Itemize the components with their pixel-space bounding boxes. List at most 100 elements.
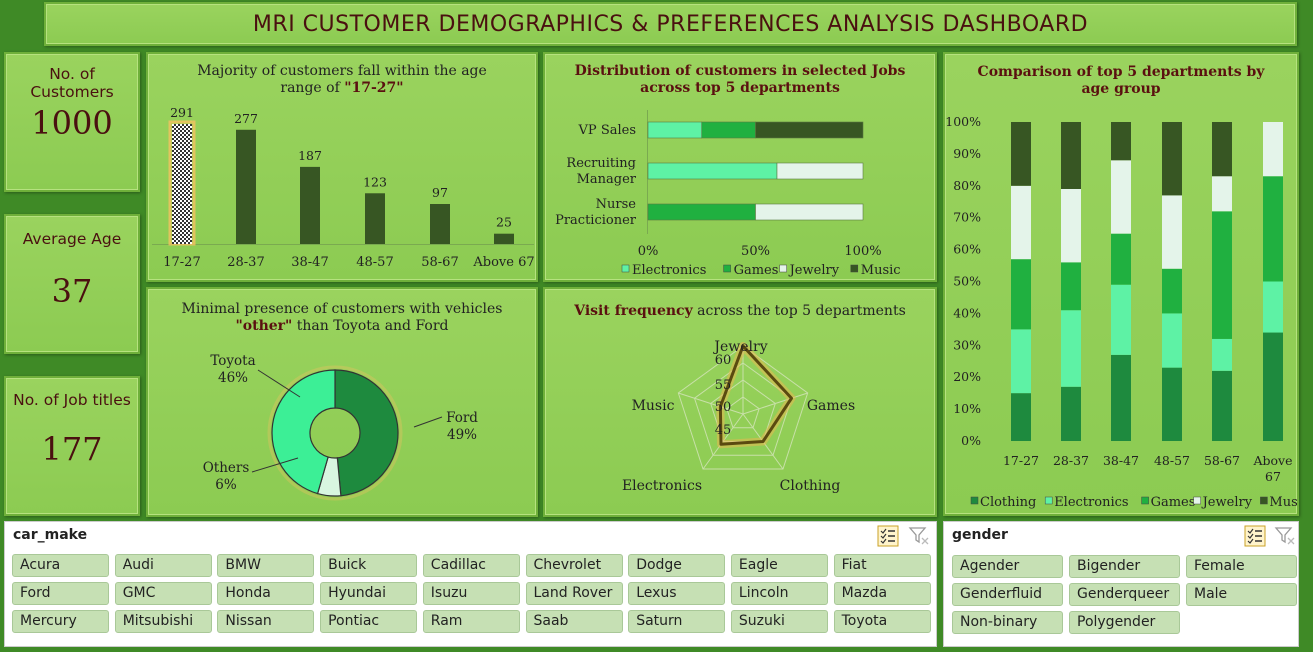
y-tick-label: 50% — [953, 274, 981, 289]
slicer-item[interactable]: Mercury — [12, 610, 109, 633]
data-label: 291 — [170, 105, 194, 120]
bar-segment — [755, 121, 864, 139]
bar-segment — [755, 203, 864, 221]
slicer-item[interactable]: Audi — [114, 554, 212, 577]
slicer-item[interactable]: Mitsubishi — [114, 610, 212, 633]
radar-category-label: Music — [632, 398, 675, 414]
leader-line — [413, 416, 443, 428]
legend-label: Jewelry — [1201, 495, 1253, 510]
slicer-item[interactable]: Chevrolet — [525, 554, 623, 577]
chart-title: Comparison of top 5 departments by age g… — [977, 64, 1265, 97]
radar-tick-label: 50 — [715, 400, 732, 415]
slicer-item[interactable]: Land Rover — [525, 582, 623, 605]
slicer-item[interactable]: Pontiac — [320, 610, 418, 633]
slice-name-label: Ford — [446, 410, 478, 426]
slicer-item[interactable]: Saturn — [628, 610, 726, 633]
bar-segment — [701, 121, 756, 139]
clear-filter-icon[interactable] — [1274, 525, 1296, 547]
visit-frequency-chart: Visit frequency across the top 5 departm… — [543, 287, 937, 517]
column-segment — [1212, 211, 1232, 339]
slicer-item[interactable]: Genderqueer — [1069, 583, 1180, 606]
slicer-item[interactable]: Acura — [12, 554, 109, 577]
legend-label: Games — [1151, 495, 1196, 510]
slicer-item[interactable]: Bigender — [1069, 555, 1180, 578]
slicer-item[interactable]: Dodge — [628, 554, 726, 577]
slicer-item[interactable]: Saab — [525, 610, 623, 633]
slicer-item[interactable]: Non-binary — [952, 611, 1063, 634]
slicer-item[interactable]: Cadillac — [422, 554, 520, 577]
multi-select-icon[interactable] — [877, 525, 899, 547]
data-label: 123 — [363, 174, 387, 189]
dashboard-title-bar: MRI CUSTOMER DEMOGRAPHICS & PREFERENCES … — [44, 2, 1297, 46]
y-tick-label: 80% — [953, 178, 981, 193]
multi-select-icon[interactable] — [1244, 525, 1266, 547]
radar-tick-label: 55 — [715, 378, 732, 393]
column-segment — [1011, 329, 1031, 394]
x-tick-label: 38-47 — [1103, 453, 1139, 468]
column-segment — [1011, 185, 1031, 260]
slicer-item[interactable]: Female — [1186, 555, 1297, 578]
slicer-item[interactable]: Lincoln — [730, 582, 828, 605]
y-tick-label: VP Sales — [578, 123, 636, 138]
x-tick-label: 58-67 — [421, 255, 458, 270]
radar-category-label: Jewelry — [712, 339, 767, 355]
bar-segment — [647, 162, 778, 180]
legend-label: Electronics — [1054, 495, 1128, 510]
kpi-card-average-age: Average Age 37 — [4, 214, 140, 354]
slicer-item[interactable]: Eagle — [730, 554, 828, 577]
x-tick-label: Above — [1252, 453, 1292, 468]
radar-spoke — [678, 392, 744, 415]
slicer-item[interactable]: GMC — [114, 582, 212, 605]
x-tick-label: 17-27 — [1003, 453, 1039, 468]
legend-label: Clothing — [980, 495, 1036, 510]
kpi-card-job-titles: No. of Job titles 177 — [4, 376, 140, 516]
radar-spoke — [742, 392, 808, 415]
slicer-item[interactable]: Ram — [422, 610, 520, 633]
column-segment — [1263, 122, 1283, 177]
radar-tick-label: 60 — [715, 353, 732, 368]
column-segment — [1162, 313, 1182, 368]
slicer-item[interactable]: Lexus — [628, 582, 726, 605]
bar — [365, 193, 385, 244]
y-tick-label: Nurse — [596, 197, 637, 212]
bar-segment — [647, 203, 756, 221]
kpi-value: 1000 — [31, 104, 113, 142]
column-segment — [1111, 233, 1131, 285]
radar-tick-label: 45 — [715, 423, 732, 438]
legend-swatch — [1260, 496, 1268, 505]
slicer-item[interactable]: Toyota — [833, 610, 931, 633]
column-segment — [1162, 195, 1182, 269]
slicer-item[interactable]: Agender — [952, 555, 1063, 578]
column-segment — [1111, 160, 1131, 234]
column-segment — [1011, 393, 1031, 441]
slicer-item[interactable]: Honda — [217, 582, 315, 605]
slicer-item[interactable]: Hyundai — [320, 582, 418, 605]
slicer-item[interactable]: Suzuki — [730, 610, 828, 633]
slicer-item[interactable]: Male — [1186, 583, 1297, 606]
legend-label: Jewelry — [788, 263, 840, 278]
legend-swatch — [779, 264, 787, 273]
slicer-item[interactable]: Nissan — [217, 610, 315, 633]
slicer-item[interactable]: Fiat — [833, 554, 931, 577]
slicer-item[interactable]: Genderfluid — [952, 583, 1063, 606]
column-segment — [1061, 262, 1081, 311]
slicer-item[interactable]: Buick — [320, 554, 418, 577]
slicer-item[interactable]: BMW — [217, 554, 315, 577]
bar-segment — [647, 121, 703, 139]
clear-filter-icon[interactable] — [908, 525, 930, 547]
kpi-label: No. of Job titles — [13, 391, 131, 409]
column-segment — [1162, 367, 1182, 441]
y-tick-label: 70% — [953, 210, 981, 225]
slicer-item[interactable]: Polygender — [1069, 611, 1180, 634]
data-label: 25 — [496, 215, 512, 230]
slicer-item[interactable]: Ford — [12, 582, 109, 605]
y-tick-label: 0% — [961, 433, 981, 448]
data-label: 97 — [432, 185, 448, 200]
slicer-item[interactable]: Mazda — [833, 582, 931, 605]
chart-title: Minimal presence of customers with vehic… — [181, 301, 503, 334]
bar — [430, 204, 450, 244]
slicer-item[interactable]: Isuzu — [422, 582, 520, 605]
